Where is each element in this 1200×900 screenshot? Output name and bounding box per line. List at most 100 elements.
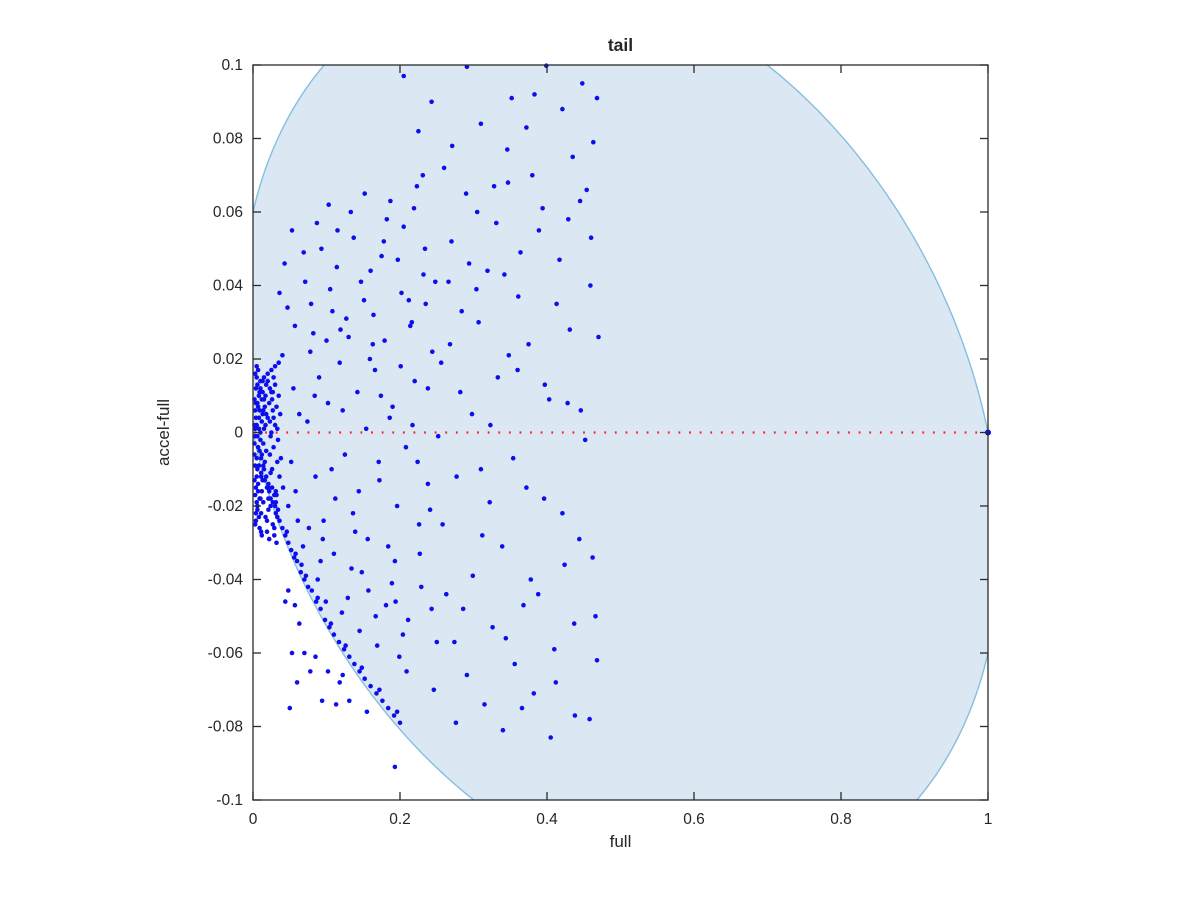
scatter-point bbox=[261, 408, 266, 413]
chart-title: tail bbox=[608, 35, 633, 55]
scatter-point bbox=[580, 81, 585, 86]
scatter-point bbox=[333, 496, 338, 501]
scatter-point bbox=[313, 599, 319, 604]
scatter-point bbox=[342, 452, 348, 457]
scatter-point bbox=[427, 507, 433, 512]
scatter-point bbox=[590, 555, 595, 560]
scatter-point bbox=[490, 625, 495, 630]
scatter-point bbox=[566, 217, 571, 222]
scatter-point bbox=[452, 639, 457, 645]
scatter-point bbox=[368, 268, 373, 274]
scatter-point bbox=[255, 382, 260, 388]
scatter-point bbox=[266, 485, 271, 490]
scatter-point bbox=[414, 184, 420, 189]
scatter-point bbox=[293, 489, 298, 494]
scatter-point bbox=[292, 323, 298, 329]
scatter-point bbox=[271, 375, 276, 380]
scatter-point bbox=[416, 522, 422, 527]
scatter-point bbox=[257, 448, 262, 454]
scatter-point bbox=[582, 437, 588, 443]
scatter-point bbox=[254, 375, 259, 380]
scatter-point bbox=[596, 334, 601, 340]
scatter-point bbox=[365, 536, 371, 542]
scatter-point bbox=[340, 408, 346, 413]
scatter-point bbox=[399, 290, 404, 296]
scatter-point bbox=[502, 272, 507, 277]
scatter-point bbox=[487, 500, 493, 505]
scatter-point bbox=[256, 514, 262, 520]
scatter-point bbox=[444, 591, 449, 597]
scatter-point bbox=[283, 599, 288, 604]
scatter-point bbox=[303, 573, 309, 579]
scatter-point bbox=[262, 459, 268, 465]
scatter-point bbox=[567, 327, 573, 332]
scatter-point bbox=[256, 426, 262, 432]
scatter-point bbox=[383, 602, 389, 608]
scatter-point bbox=[524, 485, 529, 490]
y-tick-label: -0.04 bbox=[208, 572, 244, 589]
scatter-point bbox=[268, 496, 273, 501]
scatter-point bbox=[277, 290, 282, 296]
scatter-point bbox=[326, 202, 332, 207]
scatter-point bbox=[308, 669, 313, 674]
scatter-point bbox=[401, 224, 407, 229]
scatter-point bbox=[476, 320, 481, 325]
scatter-point bbox=[474, 286, 479, 292]
scatter-point bbox=[505, 147, 510, 152]
scatter-point bbox=[269, 367, 274, 373]
scatter-point bbox=[357, 669, 362, 674]
scatter-point bbox=[254, 500, 259, 505]
scatter-point bbox=[430, 349, 435, 355]
scatter-point bbox=[544, 63, 549, 68]
x-tick-label: 1 bbox=[984, 811, 993, 828]
scatter-point bbox=[594, 658, 600, 663]
scatter-point bbox=[553, 680, 559, 685]
scatter-point bbox=[333, 702, 339, 707]
scatter-point bbox=[286, 588, 291, 593]
scatter-point bbox=[297, 411, 302, 417]
scatter-point bbox=[256, 463, 262, 468]
scatter-point bbox=[331, 551, 337, 557]
scatter-point bbox=[362, 191, 368, 196]
scatter-point bbox=[282, 261, 287, 266]
scatter-point bbox=[416, 128, 421, 134]
scatter-point bbox=[344, 316, 349, 321]
scatter-point bbox=[294, 558, 300, 564]
scatter-point bbox=[331, 632, 337, 637]
stability-envelope-region bbox=[253, 65, 988, 800]
scatter-point bbox=[261, 500, 266, 505]
scatter-point bbox=[263, 411, 269, 417]
x-tick-label: 0.8 bbox=[830, 811, 852, 828]
scatter-point bbox=[319, 698, 325, 704]
scatter-point bbox=[494, 220, 499, 226]
scatter-point bbox=[367, 356, 373, 362]
scatter-point bbox=[276, 360, 282, 366]
scatter-point bbox=[262, 478, 268, 483]
scatter-point bbox=[280, 485, 286, 490]
scatter-point bbox=[272, 503, 278, 509]
scatter-point bbox=[253, 400, 259, 406]
x-tick-label: 0 bbox=[249, 811, 258, 828]
scatter-point bbox=[260, 378, 265, 384]
x-tick-label: 0.6 bbox=[683, 811, 705, 828]
y-tick-label: -0.06 bbox=[208, 645, 243, 662]
scatter-point bbox=[295, 518, 301, 523]
scatter-point bbox=[510, 455, 516, 461]
scatter-point bbox=[254, 474, 259, 479]
scatter-point bbox=[324, 338, 329, 343]
scatter-point bbox=[327, 286, 333, 292]
scatter-point bbox=[302, 650, 307, 656]
scatter-point bbox=[308, 301, 314, 307]
scatter-point bbox=[540, 206, 545, 211]
scatter-point bbox=[258, 455, 264, 461]
scatter-point bbox=[288, 459, 294, 465]
scatter-point bbox=[258, 496, 263, 501]
scatter-point bbox=[275, 459, 280, 465]
scatter-point bbox=[270, 522, 276, 527]
scatter-point bbox=[346, 334, 351, 340]
scatter-point bbox=[588, 235, 594, 240]
scatter-point bbox=[357, 628, 362, 634]
scatter-point bbox=[348, 209, 354, 215]
scatter-point bbox=[434, 639, 440, 645]
